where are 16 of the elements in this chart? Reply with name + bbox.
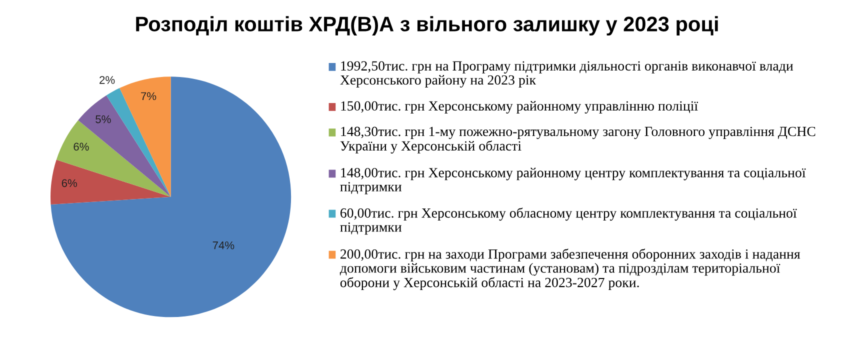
data-label: 7% — [141, 92, 156, 100]
pie-slice — [50, 76, 292, 318]
legend-label: 1992,50тис. грн на Програму підтримки діяльності органів виконавчої влади Херсонського району на 2023 рік — [340, 61, 794, 88]
legend-label: 60,00тис. грн Херсонському обласному центру комплектування та соціальної підтримки — [340, 208, 797, 235]
pie-slice — [120, 76, 171, 197]
pie-slice — [50, 160, 171, 204]
data-label: 74% — [212, 241, 234, 250]
legend-label: 150,00тис. грн Херсонському районному управлінню поліції — [341, 100, 698, 114]
data-label: 6% — [74, 142, 89, 151]
legend-label: 200,00тис. грн на заходи Програми забезпечення оборонних заходів і надання допомоги військовим частинам (установам) та підрозділам територіальної оборони у Херсонській області на 2023-2027 роки. — [340, 248, 800, 290]
legend-label: 148,00тис. грн Херсонському районному центру комплектування та соціальної підтримки — [340, 168, 806, 194]
chart-title: Розподіл коштів ХРД(В)А з вільного залишку у 2023 році — [136, 16, 718, 36]
data-label: 5% — [96, 115, 111, 124]
data-label: 2% — [100, 76, 115, 84]
legend-label: 148,30тис. грн 1-му пожежно-рятувальному загону Головного управління ДСНС України у Херсонській області — [340, 126, 816, 154]
data-label: 6% — [62, 179, 77, 188]
